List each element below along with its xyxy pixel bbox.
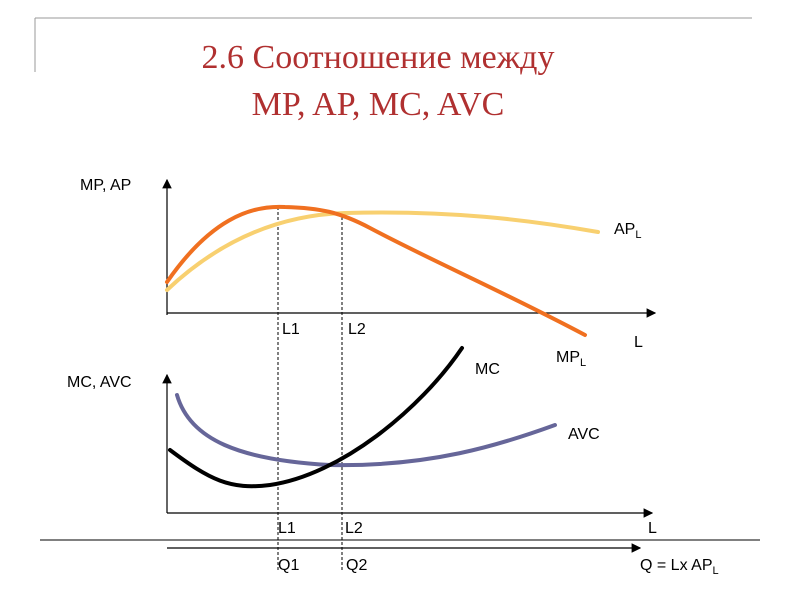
label-text: L1 [282, 321, 300, 338]
label-text: AVC [568, 426, 600, 443]
label: L [634, 334, 643, 351]
label-text: MC, AVC [67, 374, 132, 391]
label-text: MP [556, 349, 580, 366]
label: L2 [348, 321, 366, 338]
label: MC, AVC [67, 374, 132, 391]
label: Q = Lx APL [640, 557, 719, 577]
curves [165, 204, 600, 489]
label-text: AP [614, 221, 635, 238]
label-text: L2 [345, 520, 363, 537]
label: AVC [568, 426, 600, 443]
label-text: L [634, 334, 643, 351]
label: L1 [282, 321, 300, 338]
label: L1 [278, 520, 296, 537]
label: MPL [556, 349, 586, 369]
axes [162, 178, 657, 570]
label: Q2 [346, 557, 367, 574]
title-line: 2.6 Соотношение между [202, 39, 555, 76]
label-text: L2 [348, 321, 366, 338]
label: MC [475, 361, 500, 378]
title-line: MP, AP, MC, AVC [252, 86, 505, 123]
decor [34, 17, 760, 541]
label: APL [614, 221, 641, 241]
label-subscript: L [635, 229, 641, 241]
label-text: Q2 [346, 557, 367, 574]
label-text: MC [475, 361, 500, 378]
label: Q1 [278, 557, 299, 574]
label-text: MP, AP [80, 177, 131, 194]
label: L [648, 520, 657, 537]
label-text: L [648, 520, 657, 537]
label: MP, AP [80, 177, 131, 194]
label-text: Q = Lx AP [640, 557, 712, 574]
label-subscript: L [712, 565, 718, 577]
label-subscript: L [580, 357, 586, 369]
label-text: L1 [278, 520, 296, 537]
label-text: Q1 [278, 557, 299, 574]
label: L2 [345, 520, 363, 537]
